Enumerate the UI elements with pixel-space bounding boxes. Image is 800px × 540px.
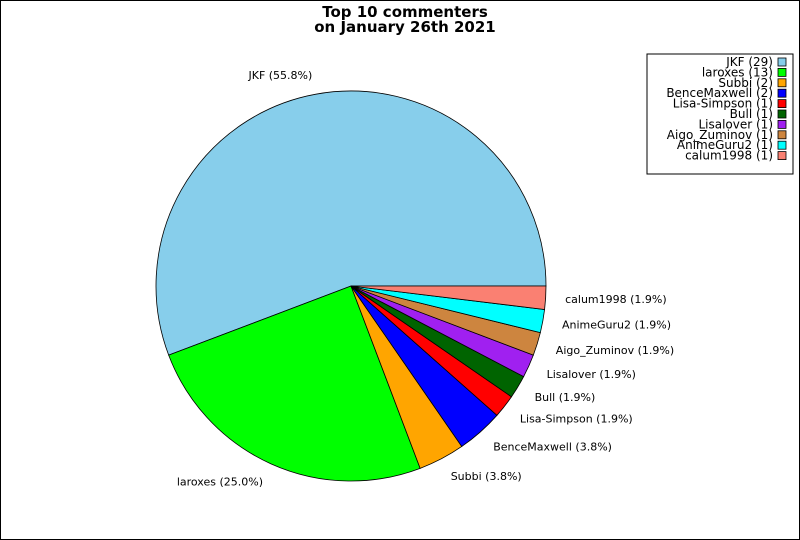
legend-label: JKF (29) bbox=[725, 55, 773, 69]
legend-swatch bbox=[777, 140, 787, 150]
chart-title-line: Top 10 commenters bbox=[322, 3, 488, 21]
legend-swatch bbox=[777, 109, 787, 119]
slice-label-lisa-simpson: Lisa-Simpson (1.9%) bbox=[520, 412, 633, 425]
pie-slice-laroxes bbox=[168, 285, 421, 482]
legend-swatch bbox=[777, 88, 787, 98]
legend-label: Lisalover (1) bbox=[698, 117, 773, 131]
slice-label-bull: Bull (1.9%) bbox=[535, 391, 596, 404]
legend-label: BenceMaxwell (2) bbox=[666, 86, 773, 100]
slice-label-jkf: JKF (55.8%) bbox=[247, 69, 312, 82]
legend-label: Lisa-Simpson (1) bbox=[673, 97, 773, 111]
slice-label-bencemaxwell: BenceMaxwell (3.8%) bbox=[493, 441, 612, 454]
legend-swatch bbox=[777, 57, 787, 67]
slice-label-laroxes: laroxes (25.0%) bbox=[177, 476, 263, 489]
legend-label: AnimeGuru2 (1) bbox=[677, 138, 773, 152]
legend: JKF (29)laroxes (13)Subbi (2)BenceMaxwel… bbox=[646, 53, 794, 175]
legend-label: Aigo_Zuminov (1) bbox=[667, 128, 773, 142]
legend-label: Bull (1) bbox=[730, 107, 773, 121]
legend-label: Subbi (2) bbox=[718, 76, 773, 90]
legend-box bbox=[646, 53, 794, 175]
pie-slice-calum1998 bbox=[350, 285, 547, 310]
slice-label-lisalover: Lisalover (1.9%) bbox=[547, 368, 636, 381]
legend-swatch bbox=[777, 120, 787, 129]
legend-label: calum1998 (1) bbox=[685, 149, 773, 163]
legend-swatch bbox=[777, 99, 787, 108]
slice-labels: JKF (55.8%) laroxes (25.0%) Subbi (3.8%) Be… bbox=[177, 69, 674, 489]
legend-label: laroxes (13) bbox=[702, 65, 773, 79]
pie-slice-jkf bbox=[155, 90, 547, 356]
legend-swatch bbox=[777, 78, 787, 88]
legend-swatch bbox=[777, 151, 787, 161]
slice-label-subbi: Subbi (3.8%) bbox=[451, 470, 522, 483]
slice-label-calum1998: calum1998 (1.9%) bbox=[565, 293, 667, 306]
pie-slices bbox=[155, 90, 547, 482]
legend-swatch bbox=[777, 68, 787, 77]
slice-label-animeguru2: AnimeGuru2 (1.9%) bbox=[562, 319, 671, 332]
slice-label-aigo-zuminov: Aigo_Zuminov (1.9%) bbox=[556, 344, 674, 357]
chart-title-line: on January 26th 2021 bbox=[314, 18, 495, 36]
legend-swatch bbox=[777, 130, 787, 140]
